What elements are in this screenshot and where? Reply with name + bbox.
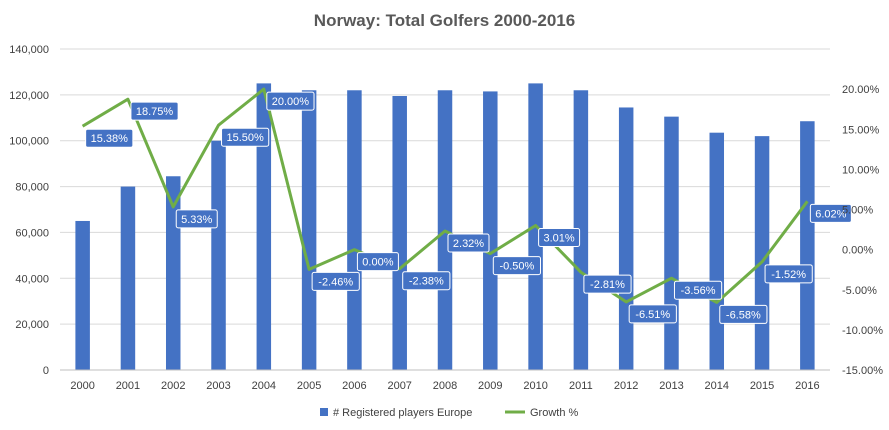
- data-label-box: [628, 304, 677, 324]
- x-tick-label: 2004: [252, 380, 276, 392]
- data-label-box: [719, 304, 768, 324]
- data-label-box: [583, 274, 632, 294]
- data-label: 6.02%: [815, 208, 846, 220]
- bar-series: [75, 83, 815, 371]
- x-tick-label: 2002: [161, 380, 185, 392]
- data-label: 15.38%: [91, 133, 129, 145]
- data-label: -2.38%: [409, 276, 444, 288]
- x-tick-label: 2011: [569, 380, 593, 392]
- data-label: -6.51%: [635, 309, 670, 321]
- left-tick-label: 140,000: [9, 44, 49, 56]
- x-tick-label: 2014: [705, 380, 729, 392]
- data-label-box: [764, 264, 813, 284]
- x-tick-label: 2005: [297, 380, 321, 392]
- x-tick-label: 2013: [659, 380, 683, 392]
- data-label-box: [221, 127, 270, 147]
- data-label-box: [266, 91, 315, 111]
- data-label: -1.52%: [771, 269, 806, 281]
- bar: [347, 90, 362, 371]
- legend-label-line: Growth %: [530, 407, 579, 419]
- x-tick-label: 2000: [70, 380, 94, 392]
- bar: [75, 220, 90, 370]
- data-label: 20.00%: [272, 96, 310, 108]
- x-tick-label: 2009: [478, 380, 502, 392]
- data-label-box: [402, 271, 451, 291]
- right-tick-label: 20.00%: [842, 84, 880, 96]
- data-label: -6.58%: [726, 309, 761, 321]
- x-tick-label: 2010: [523, 380, 547, 392]
- bar: [392, 96, 407, 370]
- chart-title: Norway: Total Golfers 2000-2016: [314, 11, 575, 30]
- data-label-box: [492, 256, 541, 276]
- x-axis: 2000 2001 2002 2003 2004 2005 2006 2007 2008 2009…: [60, 369, 830, 392]
- data-label-box: [447, 233, 490, 253]
- data-label: 5.33%: [181, 214, 212, 226]
- bar: [120, 186, 136, 370]
- legend-swatch-bars: [320, 408, 328, 416]
- data-label-box: [130, 101, 179, 121]
- right-tick-label: -15.00%: [842, 365, 883, 377]
- left-tick-label: 100,000: [9, 136, 49, 148]
- data-label: -2.46%: [318, 276, 353, 288]
- data-label: -0.50%: [499, 261, 534, 273]
- x-tick-label: 2008: [433, 380, 457, 392]
- data-label-box: [673, 280, 723, 300]
- right-tick-label: -5.00%: [842, 285, 877, 297]
- data-labels: 15.38% 18.75% 5.33% 15.50% 20.00% -2.46% 0.00%…: [85, 91, 852, 324]
- x-tick-label: 2007: [387, 380, 411, 392]
- data-label-box: [809, 203, 852, 223]
- right-tick-label: 10.00%: [842, 164, 880, 176]
- bar: [664, 116, 679, 370]
- data-label-box: [175, 209, 218, 229]
- x-tick-label: 2015: [750, 380, 774, 392]
- left-tick-label: 120,000: [9, 90, 49, 102]
- right-tick-label: 0.00%: [842, 245, 873, 257]
- data-label-box: [85, 128, 134, 148]
- left-axis: 0 20,000 40,000 60,000 80,000 100,000 120,000 1…: [9, 44, 49, 377]
- left-tick-label: 40,000: [15, 273, 49, 285]
- data-label: 15.50%: [226, 132, 264, 144]
- x-tick-label: 2006: [342, 380, 366, 392]
- data-label: 18.75%: [136, 106, 174, 118]
- x-tick-label: 2012: [614, 380, 638, 392]
- data-label: 0.00%: [362, 257, 393, 269]
- bar: [800, 121, 815, 370]
- data-label: 2.32%: [453, 238, 484, 250]
- bar: [256, 83, 272, 371]
- right-tick-label: -10.00%: [842, 325, 883, 337]
- legend: # Registered players Europe Growth %: [320, 407, 579, 419]
- right-tick-label: 15.00%: [842, 124, 880, 136]
- right-axis: -15.00% -10.00% -5.00% 0.00% 5.00% 10.00% 15.0…: [842, 84, 883, 377]
- bar: [211, 140, 226, 370]
- legend-label-bars: # Registered players Europe: [333, 407, 472, 419]
- left-tick-label: 20,000: [15, 319, 49, 331]
- data-label-box: [538, 227, 581, 247]
- x-tick-label: 2016: [795, 380, 819, 392]
- bar: [483, 91, 498, 371]
- bar: [618, 107, 634, 370]
- data-label: -2.81%: [590, 279, 625, 291]
- left-tick-label: 80,000: [15, 182, 49, 194]
- data-label-box: [311, 271, 360, 291]
- data-label-box: [356, 252, 399, 272]
- x-tick-label: 2001: [116, 380, 140, 392]
- left-tick-label: 0: [43, 365, 49, 377]
- x-tick-label: 2003: [206, 380, 230, 392]
- data-label: 3.01%: [543, 232, 574, 244]
- data-label: -3.56%: [681, 285, 716, 297]
- left-tick-label: 60,000: [15, 227, 49, 239]
- bar: [709, 132, 725, 370]
- right-tick-label: 5.00%: [842, 205, 873, 217]
- bar: [573, 90, 589, 371]
- bar: [301, 90, 317, 371]
